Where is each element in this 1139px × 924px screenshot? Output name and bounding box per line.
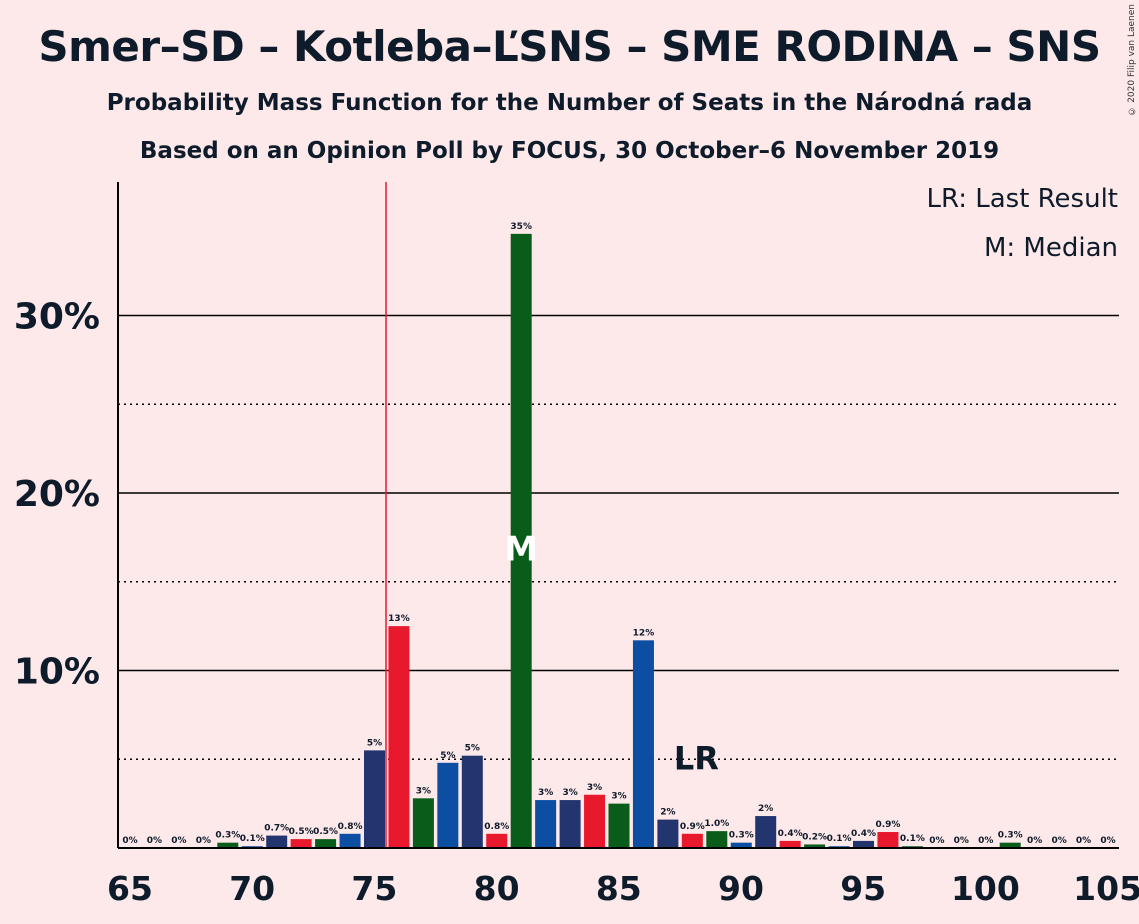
y-tick-label: 10% — [14, 652, 100, 693]
bar-data-label: 2% — [758, 804, 773, 814]
x-tick-label: 75 — [351, 869, 397, 908]
bar-data-label: 0.3% — [998, 831, 1023, 841]
bar — [412, 798, 434, 848]
bar-data-label: 0% — [1051, 836, 1066, 846]
bar-data-label: 0% — [954, 836, 969, 846]
bar-data-label: 0.2% — [802, 832, 827, 842]
bar-data-label: 0% — [122, 836, 137, 846]
bar — [730, 842, 752, 848]
bar — [437, 762, 459, 848]
chart-source-line: Based on an Opinion Poll by FOCUS, 30 Oc… — [139, 138, 1000, 164]
x-tick-label: 65 — [107, 869, 153, 908]
annotations: 0% 0% 0% 0%0.3% 0.1%0.7% 0.5% 0.5%0.8%5%13%3%5… — [122, 222, 1115, 846]
bar-data-label: 0.1% — [900, 834, 925, 844]
last-result-label: LR — [674, 739, 719, 777]
bar — [853, 840, 874, 848]
bar — [266, 835, 288, 848]
bar — [217, 842, 239, 848]
bar — [999, 842, 1021, 848]
gridlines — [118, 182, 1119, 848]
bar-data-label: 5% — [440, 751, 455, 761]
bar — [632, 640, 654, 848]
bar-data-label: 0.7% — [264, 824, 289, 834]
bar-data-label: 3% — [538, 788, 553, 798]
bar — [559, 800, 581, 848]
bar-data-label: 3% — [416, 786, 431, 796]
bar-data-label: 0% — [978, 836, 993, 846]
axes: 10% 20% 30% 65 70 75 80 85 90 95 100 105 — [14, 182, 1139, 908]
bar-data-label: 12% — [633, 628, 655, 638]
bar-data-label: 0.8% — [484, 822, 509, 832]
median-marker: M — [504, 529, 538, 569]
bar — [877, 832, 899, 848]
bar-data-label: 0% — [1100, 836, 1115, 846]
bar — [706, 831, 728, 848]
bar-data-label: 0.8% — [338, 822, 363, 832]
bar — [779, 840, 801, 848]
bar-data-label: 0.3% — [729, 831, 754, 841]
bar — [804, 844, 826, 848]
bar — [535, 800, 557, 848]
x-tick-label: 100 — [951, 869, 1020, 908]
bar — [461, 755, 483, 848]
x-tick-label: 105 — [1073, 869, 1139, 908]
bar-data-label: 0.9% — [680, 822, 705, 832]
bar — [510, 233, 532, 849]
bar-data-label: 5% — [367, 738, 382, 748]
y-tick-label: 20% — [14, 474, 100, 515]
bar — [681, 833, 703, 848]
bar — [486, 833, 508, 848]
bar — [388, 626, 410, 848]
bar — [657, 819, 679, 848]
x-tick-label: 70 — [229, 869, 275, 908]
bar — [339, 833, 361, 848]
x-tick-label: 90 — [718, 869, 764, 908]
bar — [584, 794, 606, 848]
bar — [290, 839, 312, 848]
bar — [315, 839, 337, 848]
bar-data-label: 3% — [562, 788, 577, 798]
bar — [755, 816, 777, 848]
bar-data-label: 0.1% — [827, 834, 852, 844]
bar-data-label: 0.5% — [313, 827, 338, 837]
bar-data-label: 0% — [1076, 836, 1091, 846]
bar — [364, 750, 385, 848]
bar-data-label: 5% — [465, 744, 480, 754]
y-tick-label: 30% — [14, 297, 100, 338]
bar-data-label: 35% — [510, 222, 532, 232]
bar-data-label: 13% — [388, 614, 410, 624]
legend-median: M: Median — [983, 233, 1118, 263]
bar-data-label: 0.4% — [851, 829, 876, 839]
bar-data-label: 0% — [1027, 836, 1042, 846]
x-tick-label: 85 — [596, 869, 642, 908]
bar-data-label: 0% — [929, 836, 944, 846]
bar-data-label: 0.1% — [240, 834, 265, 844]
chart-title: Smer–SD – Kotleba–ĽSNS – SME RODINA – SN… — [38, 22, 1101, 71]
legend-last-result: LR: Last Result — [926, 184, 1118, 214]
bar-data-label: 0% — [171, 836, 186, 846]
bar-data-label: 2% — [660, 808, 675, 818]
bar-data-label: 0.4% — [778, 829, 803, 839]
chart-subtitle: Probability Mass Function for the Number… — [106, 90, 1033, 116]
bar-series — [217, 233, 1021, 849]
x-tick-label: 95 — [840, 869, 886, 908]
bar-data-label: 0.9% — [875, 820, 900, 830]
bar-data-label: 0% — [196, 836, 211, 846]
bar-data-label: 3% — [611, 792, 626, 802]
bar-data-label: 0% — [147, 836, 162, 846]
bar-data-label: 0.5% — [289, 827, 314, 837]
bar-data-label: 3% — [587, 783, 602, 793]
bar-data-label: 0.3% — [215, 831, 240, 841]
bar-data-label: 1.0% — [704, 819, 729, 829]
bar — [608, 803, 630, 848]
x-tick-label: 80 — [474, 869, 520, 908]
